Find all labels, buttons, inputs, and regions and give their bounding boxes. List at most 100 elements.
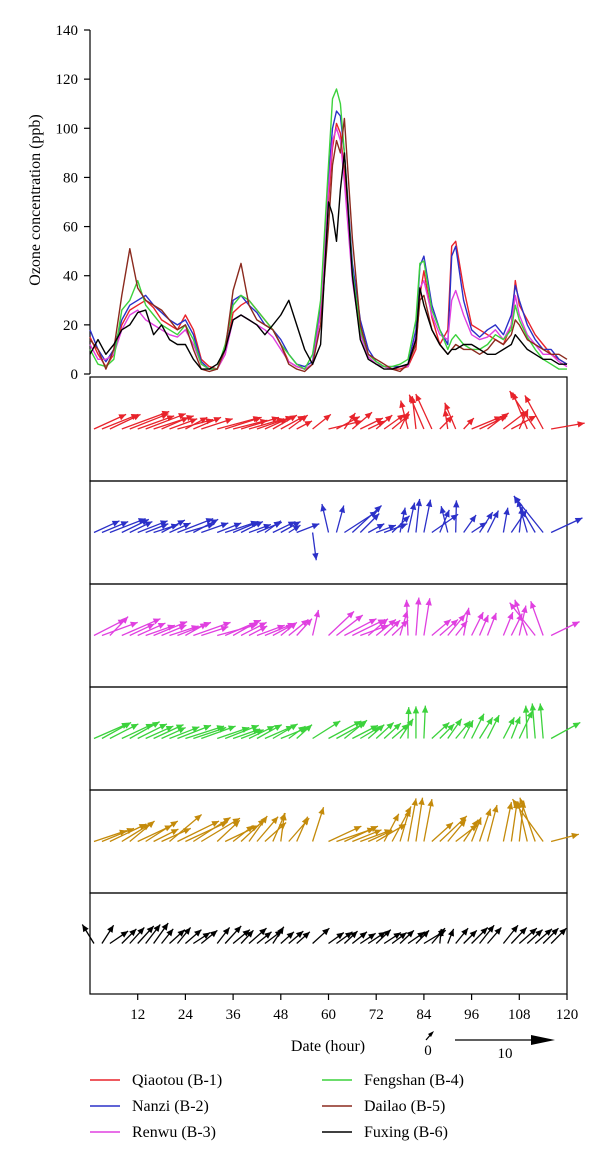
wind-vector-shaft <box>415 797 424 842</box>
wind-vector-head <box>374 505 382 513</box>
wind-vector-head <box>406 718 414 727</box>
wind-vector-head <box>467 720 474 728</box>
wind-vector-head <box>529 928 537 936</box>
wind-vector-head <box>199 623 208 630</box>
wind-vector-head <box>383 929 391 937</box>
wind-vector-head <box>445 822 454 830</box>
y-tick-label: 40 <box>63 269 78 285</box>
x-tick-label: 84 <box>416 1007 432 1023</box>
wind-vector-head <box>507 612 514 620</box>
wind-vector-head <box>509 602 517 611</box>
y-tick-label: 0 <box>71 367 79 383</box>
wind-vector-head <box>368 933 376 940</box>
wind-vector-head <box>402 515 410 523</box>
wind-vector-head <box>478 713 485 722</box>
y-tick-label: 140 <box>56 23 79 39</box>
wind-vector-head <box>279 418 288 425</box>
x-tick-label: 72 <box>369 1007 384 1023</box>
wind-vector-head <box>164 825 173 832</box>
wind-vector-head <box>286 931 294 939</box>
wind-vector-head <box>295 931 304 939</box>
wind-vector-head <box>227 725 236 732</box>
wind-vector-head <box>470 824 478 832</box>
wind-vector-head <box>471 819 479 828</box>
wind-vector-shaft <box>192 816 231 843</box>
wind-vector-head <box>439 506 446 514</box>
wind-vector-head <box>255 521 263 528</box>
wind-vector-head <box>392 813 399 822</box>
wind-vector-head <box>170 821 178 828</box>
wind-vector-head <box>160 413 169 420</box>
series-line-dailao <box>89 117 568 373</box>
wind-vector-head <box>373 829 382 836</box>
wind-vector-head <box>359 931 367 939</box>
wind-vector-head <box>146 623 155 630</box>
wind-vector-head <box>210 519 219 526</box>
x-tick-label: 108 <box>508 1007 531 1023</box>
wind-vector-head <box>311 523 320 530</box>
wind-vector-head <box>234 925 242 934</box>
wind-vector-head <box>336 932 344 940</box>
wind-scale-zero-arrowhead <box>428 1031 434 1037</box>
wind-vector-shaft <box>177 820 220 843</box>
wind-vector-head <box>572 722 581 729</box>
wind-panel-qiaotou <box>89 376 585 482</box>
wind-vector-head <box>450 514 459 521</box>
wind-vector-shaft <box>145 413 187 430</box>
wind-vector-head <box>354 419 363 426</box>
wind-vector-head <box>514 716 521 725</box>
wind-vector-head <box>571 621 580 628</box>
wind-vector-head <box>289 415 297 422</box>
wind-vector-head <box>458 614 466 622</box>
wind-vector-shaft <box>511 798 544 842</box>
wind-vector-head <box>220 625 229 632</box>
wind-vector-head <box>409 502 417 511</box>
wind-vector-head <box>160 523 169 530</box>
legend-item: Renwu (B-3) <box>90 1124 216 1141</box>
legend-item: Nanzi (B-2) <box>90 1098 209 1115</box>
wind-vector-head <box>170 829 179 836</box>
y-tick-label: 60 <box>63 220 78 236</box>
wind-vector-head <box>493 715 500 723</box>
wind-vector-head <box>144 521 153 528</box>
x-tick-label: 24 <box>178 1007 194 1023</box>
wind-vector-head <box>464 607 471 616</box>
legend-label: Fengshan (B-4) <box>364 1072 464 1089</box>
wind-vector-head <box>292 521 301 528</box>
wind-vector-head <box>537 703 545 711</box>
wind-panel-fuxing <box>81 892 568 995</box>
wind-vector-head <box>260 815 268 824</box>
wind-vector-shaft <box>513 495 536 533</box>
wind-vector-head <box>409 394 415 403</box>
wind-vector-head <box>220 522 229 529</box>
wind-vector-head <box>530 601 537 609</box>
wind-vector-head <box>443 619 451 627</box>
wind-vector-head <box>459 819 466 828</box>
wind-vector-shaft <box>185 821 229 843</box>
wind-vector-head <box>120 616 129 624</box>
wind-vector-head <box>403 599 411 607</box>
wind-vector-head <box>522 705 530 713</box>
wind-vector-head <box>274 724 282 731</box>
wind-vector-head <box>454 718 462 727</box>
wind-vector-head <box>353 720 362 728</box>
x-tick-label: 36 <box>226 1007 242 1023</box>
wind-vector-head <box>386 722 394 730</box>
wind-vector-head <box>147 821 155 828</box>
y-axis-label: Ozone concentration (ppb) <box>27 114 44 285</box>
wind-vector-head <box>194 814 202 822</box>
wind-vector-head <box>183 927 191 935</box>
wind-vector-head <box>463 720 471 729</box>
wind-vector-head <box>233 522 242 529</box>
wind-vector-head <box>528 415 537 422</box>
wind-vector-head <box>120 521 129 528</box>
wind-vector-head <box>273 520 281 528</box>
wind-vector-head <box>264 931 272 939</box>
wind-vector-head <box>130 723 139 730</box>
wind-vector-head <box>415 393 422 402</box>
wind-vector-head <box>486 717 493 725</box>
y-tick-label: 120 <box>56 72 79 88</box>
wind-vector-head <box>513 496 521 504</box>
wind-vector-head <box>82 924 89 933</box>
